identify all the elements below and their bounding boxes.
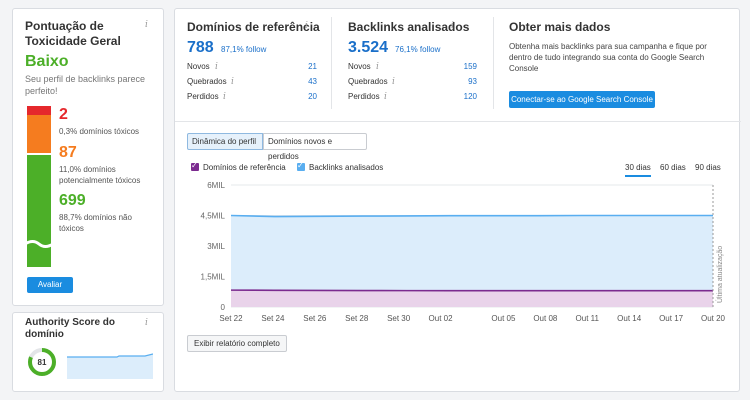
- stat-label: Novos: [187, 62, 210, 71]
- authority-sparkline: [67, 353, 153, 379]
- x-tick-label: Out 17: [659, 314, 684, 323]
- toxic-bar: [27, 106, 51, 115]
- legend-label: Domínios de referência: [203, 163, 286, 172]
- x-tick-label: Set 28: [345, 314, 369, 323]
- stat-value[interactable]: 120: [463, 92, 477, 101]
- authority-card: Authority Score do domínio i 81: [12, 312, 164, 392]
- info-icon[interactable]: i: [231, 77, 234, 87]
- divider: [493, 17, 494, 109]
- stat-label: Perdidos: [187, 92, 219, 101]
- x-tick-label: Out 02: [429, 314, 454, 323]
- legend-backlinks[interactable]: Backlinks analisados: [297, 161, 384, 172]
- full-report-button[interactable]: Exibir relatório completo: [187, 335, 287, 352]
- connect-search-console-button[interactable]: Conectar-se ao Google Search Console: [509, 91, 655, 108]
- toxicity-card: Pontuação de Toxicidade Geral i Baixo Se…: [12, 8, 164, 306]
- tab-new-lost-domains[interactable]: Domínios novos e perdidos: [263, 133, 367, 161]
- series-area: [231, 290, 713, 307]
- x-tick-label: Set 26: [303, 314, 327, 323]
- info-icon[interactable]: i: [305, 21, 308, 31]
- stat-value[interactable]: 21: [308, 62, 317, 71]
- x-tick-label: Set 30: [387, 314, 411, 323]
- potentially-toxic-bar: [27, 115, 51, 153]
- backlinks-chart: 6MIL 4,5MIL 3MIL 1,5MIL 0 Última atualização S…: [201, 181, 726, 323]
- legend-label: Backlinks analisados: [309, 163, 384, 172]
- y-tick-label: 6MIL: [207, 181, 225, 190]
- toxicity-level: Baixo: [25, 53, 69, 70]
- toxic-count[interactable]: 2: [59, 106, 68, 123]
- potentially-toxic-count[interactable]: 87: [59, 144, 77, 161]
- x-tick-label: Set 24: [261, 314, 285, 323]
- referring-domains-title: Domínios de referência: [187, 20, 320, 34]
- legend-referring-domains[interactable]: Domínios de referência: [191, 161, 286, 172]
- backlinks-total[interactable]: 3.524: [348, 39, 389, 56]
- info-icon[interactable]: i: [215, 62, 218, 72]
- x-tick-label: Out 20: [701, 314, 726, 323]
- y-tick-label: 0: [221, 303, 226, 312]
- x-tick-label: Out 14: [617, 314, 642, 323]
- info-icon[interactable]: i: [145, 318, 148, 328]
- stat-label: Quebrados: [187, 77, 227, 86]
- stat-value[interactable]: 43: [308, 77, 317, 86]
- x-tick-label: Out 08: [533, 314, 558, 323]
- info-icon[interactable]: i: [384, 92, 387, 102]
- stat-value[interactable]: 20: [308, 92, 317, 101]
- period-30-days[interactable]: 30 dias: [625, 163, 651, 177]
- info-icon[interactable]: i: [392, 77, 395, 87]
- more-data-title: Obter mais dados: [509, 20, 611, 34]
- y-tick-label: 1,5MIL: [201, 273, 226, 282]
- stat-value[interactable]: 93: [468, 77, 477, 86]
- last-update-label: Última atualização: [715, 246, 724, 303]
- non-toxic-count[interactable]: 699: [59, 192, 86, 209]
- series-line: [230, 214, 713, 218]
- stat-value[interactable]: 159: [463, 62, 477, 71]
- series-area: [231, 215, 713, 307]
- referring-domains-total[interactable]: 788: [187, 39, 214, 56]
- non-toxic-label: 88,7% domínios não tóxicos: [59, 213, 132, 233]
- info-icon[interactable]: i: [223, 92, 226, 102]
- more-data-description: Obtenha mais backlinks para sua campanha…: [509, 42, 707, 73]
- x-tick-label: Out 05: [491, 314, 516, 323]
- info-icon[interactable]: i: [145, 20, 148, 30]
- y-tick-label: 3MIL: [207, 242, 225, 251]
- referring-domains-follow: 87,1% follow: [221, 45, 267, 54]
- authority-score-ring: 81: [28, 348, 56, 376]
- x-tick-label: Set 22: [219, 314, 243, 323]
- backlinks-follow: 76,1% follow: [395, 45, 441, 54]
- divider: [331, 17, 332, 109]
- x-tick-label: Out 11: [576, 314, 600, 323]
- checkbox-icon[interactable]: [297, 161, 305, 171]
- non-toxic-bar: [27, 155, 51, 267]
- tab-profile-dynamics[interactable]: Dinâmica do perfil: [187, 133, 263, 150]
- toxic-label: 0,3% domínios tóxicos: [59, 127, 140, 136]
- toxicity-title: Pontuação de Toxicidade Geral: [25, 19, 121, 48]
- potentially-toxic-label: 11,0% domínios potencialmente tóxicos: [59, 165, 141, 185]
- info-icon[interactable]: i: [451, 21, 454, 31]
- info-icon[interactable]: i: [376, 62, 379, 72]
- stat-label: Quebrados: [348, 77, 388, 86]
- bar-break-icon: [24, 240, 54, 248]
- authority-title: Authority Score do domínio: [25, 317, 116, 340]
- divider: [175, 121, 741, 122]
- toxicity-description: Seu perfil de backlinks parece perfeito!: [25, 74, 146, 96]
- stat-label: Novos: [348, 62, 371, 71]
- evaluate-button[interactable]: Avaliar: [27, 277, 73, 293]
- checkbox-icon[interactable]: [191, 161, 199, 171]
- period-60-days[interactable]: 60 dias: [660, 163, 686, 172]
- overview-card: Domínios de referência i 788 87,1% follo…: [174, 8, 741, 392]
- period-90-days[interactable]: 90 dias: [695, 163, 721, 172]
- backlinks-title: Backlinks analisados: [348, 20, 470, 34]
- series-line: [230, 289, 713, 292]
- y-tick-label: 4,5MIL: [201, 212, 226, 221]
- stat-label: Perdidos: [348, 92, 380, 101]
- authority-score-value: 81: [38, 358, 47, 367]
